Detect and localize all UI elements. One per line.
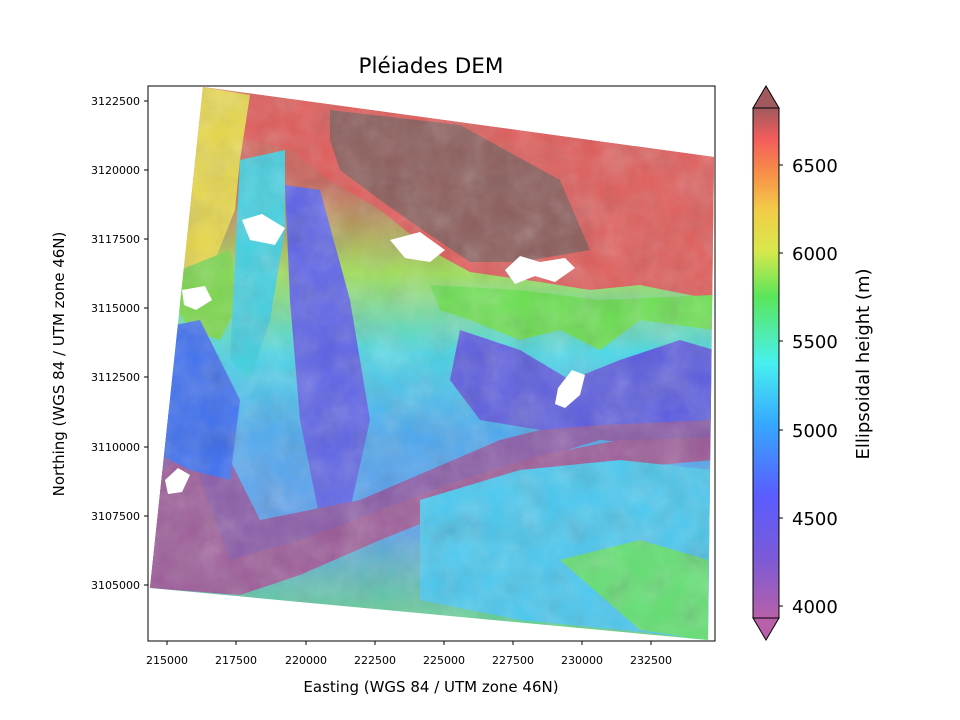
- x-tick-7: 232500: [630, 641, 672, 667]
- y-tick-label-1: 3107500: [91, 510, 140, 523]
- x-tick-6: 230000: [561, 641, 603, 667]
- map-title: Pléiades DEM: [359, 54, 504, 79]
- x-tick-label-5: 227500: [492, 654, 534, 667]
- dem-nodata-gap-nw: [242, 214, 285, 245]
- dem-nodata-gap-ne: [505, 256, 575, 284]
- x-tick-3: 222500: [354, 641, 396, 667]
- y-tick-label-4: 3115000: [91, 302, 140, 315]
- dem-hillshade: [150, 87, 714, 640]
- y-tick-2: 3110000: [91, 441, 148, 454]
- y-tick-7: 3122500: [91, 95, 148, 108]
- x-tick-4: 225000: [423, 641, 465, 667]
- colorbar-tick-label-1: 4500: [792, 509, 838, 530]
- colorbar-tick-1: 4500: [779, 509, 838, 530]
- y-tick-label-0: 3105000: [91, 579, 140, 592]
- y-tick-label-2: 3110000: [91, 441, 140, 454]
- colorbar-tick-5: 6500: [779, 156, 838, 177]
- colorbar-tick-0: 4000: [779, 597, 838, 618]
- dem-nodata-gap-lake: [555, 370, 585, 408]
- y-tick-6: 3120000: [91, 164, 148, 177]
- x-tick-label-7: 232500: [630, 654, 672, 667]
- x-tick-5: 227500: [492, 641, 534, 667]
- x-tick-2: 220000: [285, 641, 327, 667]
- colorbar-extend-bottom: [752, 617, 780, 641]
- colorbar-tick-label-5: 6500: [792, 156, 838, 177]
- y-tick-label-5: 3117500: [91, 233, 140, 246]
- dem-nodata-gap-w: [182, 286, 212, 310]
- x-tick-label-3: 222500: [354, 654, 396, 667]
- y-axis-label: Northing (WGS 84 / UTM zone 46N): [50, 232, 68, 497]
- x-tick-label-1: 217500: [215, 654, 257, 667]
- axes-frame: [147, 85, 716, 642]
- x-axis-label: Easting (WGS 84 / UTM zone 46N): [303, 678, 558, 696]
- x-tick-label-0: 215000: [146, 654, 188, 667]
- y-tick-label-6: 3120000: [91, 164, 140, 177]
- colorbar-extend-top: [752, 85, 780, 109]
- x-tick-label-2: 220000: [285, 654, 327, 667]
- y-tick-1: 3107500: [91, 510, 148, 523]
- x-tick-0: 215000: [146, 641, 188, 667]
- colorbar-tick-label-0: 4000: [792, 597, 838, 618]
- x-tick-label-4: 225000: [423, 654, 465, 667]
- y-tick-label-7: 3122500: [91, 95, 140, 108]
- colorbar-gradient: [752, 107, 780, 619]
- y-axis: 3105000 3107500 3110000 3112500 3115000 …: [91, 95, 148, 592]
- y-tick-label-3: 3112500: [91, 371, 140, 384]
- x-tick-1: 217500: [215, 641, 257, 667]
- colorbar-tick-4: 6000: [779, 244, 838, 265]
- colorbar: 4000 4500 5000 5500 6000 6500 Ellipsoida…: [752, 85, 874, 641]
- x-axis: 215000 217500 220000 222500 225000 22750…: [146, 641, 672, 667]
- colorbar-tick-label-4: 6000: [792, 244, 838, 265]
- y-tick-5: 3117500: [91, 233, 148, 246]
- dem-raster: [150, 87, 714, 640]
- colorbar-label: Ellipsoidal height (m): [853, 268, 874, 459]
- dem-nodata-gap-sw: [165, 468, 190, 494]
- dem-nodata-gap-n: [390, 232, 445, 262]
- colorbar-tick-label-3: 5500: [792, 332, 838, 353]
- x-tick-label-6: 230000: [561, 654, 603, 667]
- y-tick-4: 3115000: [91, 302, 148, 315]
- colorbar-tick-3: 5500: [779, 332, 838, 353]
- colorbar-tick-label-2: 5000: [792, 421, 838, 442]
- y-tick-3: 3112500: [91, 371, 148, 384]
- colorbar-tick-2: 5000: [779, 421, 838, 442]
- y-tick-0: 3105000: [91, 579, 148, 592]
